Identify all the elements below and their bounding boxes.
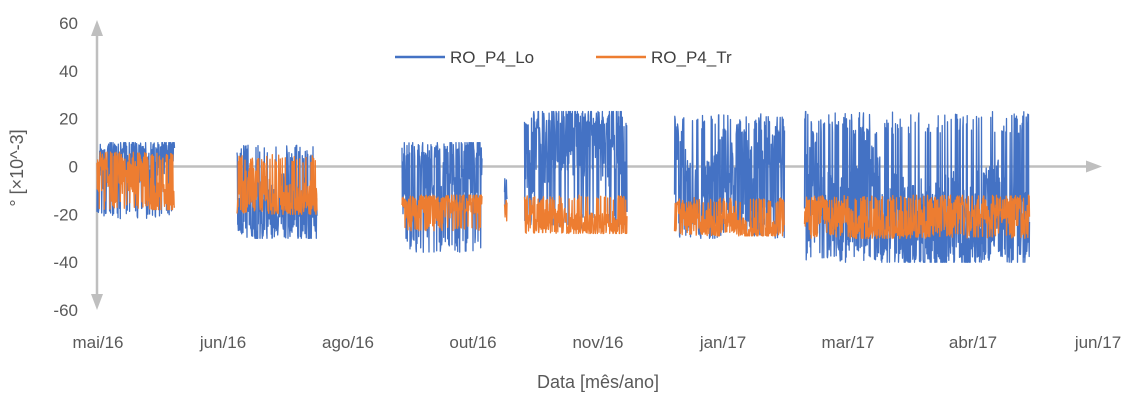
series-line-RO_P4_Tr-segment-6 xyxy=(803,194,1031,239)
x-tick-label: nov/16 xyxy=(572,333,623,352)
legend-label-RO_P4_Lo: RO_P4_Lo xyxy=(450,48,534,67)
series-line-RO_P4_Tr-segment-1 xyxy=(236,154,318,215)
y-tick-label: -20 xyxy=(53,205,78,224)
x-tick-label: ago/16 xyxy=(322,333,374,352)
legend-label-RO_P4_Tr: RO_P4_Tr xyxy=(651,48,732,67)
y-tick-label: 0 xyxy=(69,158,78,177)
y-tick-label: 20 xyxy=(59,110,78,129)
series-line-RO_P4_Tr-segment-3 xyxy=(503,199,508,222)
y-axis-title: ° [×10^-3] xyxy=(7,129,27,206)
x-axis-tick-labels: mai/16 jun/16 ago/16 out/16 nov/16 jan/17 mar/… xyxy=(72,333,1121,352)
series-line-RO_P4_Tr-segment-4 xyxy=(523,194,628,235)
series-line-RO_P4_Tr-segment-2 xyxy=(401,194,483,232)
y-tick-label: 60 xyxy=(59,14,78,33)
series-line-RO_P4_Lo-segment-6 xyxy=(803,110,1031,263)
y-tick-label: -40 xyxy=(53,253,78,272)
x-tick-label: jun/17 xyxy=(1074,333,1121,352)
x-axis-arrow xyxy=(1086,160,1102,173)
y-axis-arrow-up xyxy=(91,20,103,36)
x-tick-label: mai/16 xyxy=(72,333,123,352)
series-RO_P4_Lo xyxy=(96,110,1031,263)
x-tick-label: out/16 xyxy=(449,333,496,352)
y-axis-tick-labels: 60 40 20 0 -20 -40 -60 xyxy=(53,14,78,320)
y-axis-arrow-down xyxy=(91,294,103,310)
series-line-RO_P4_Lo-segment-5 xyxy=(673,113,786,239)
x-tick-label: jun/16 xyxy=(199,333,246,352)
series-line-RO_P4_Tr-segment-5 xyxy=(673,197,786,237)
x-tick-label: abr/17 xyxy=(949,333,997,352)
series-line-RO_P4_Tr-segment-0 xyxy=(96,151,176,211)
legend: RO_P4_Lo RO_P4_Tr xyxy=(395,48,732,67)
x-tick-label: jan/17 xyxy=(699,333,746,352)
series-RO_P4_Tr xyxy=(96,151,1031,239)
series-layer xyxy=(96,110,1031,263)
x-axis-title: Data [mês/ano] xyxy=(537,372,659,392)
x-tick-label: mar/17 xyxy=(822,333,875,352)
y-tick-label: -60 xyxy=(53,301,78,320)
y-tick-label: 40 xyxy=(59,62,78,81)
